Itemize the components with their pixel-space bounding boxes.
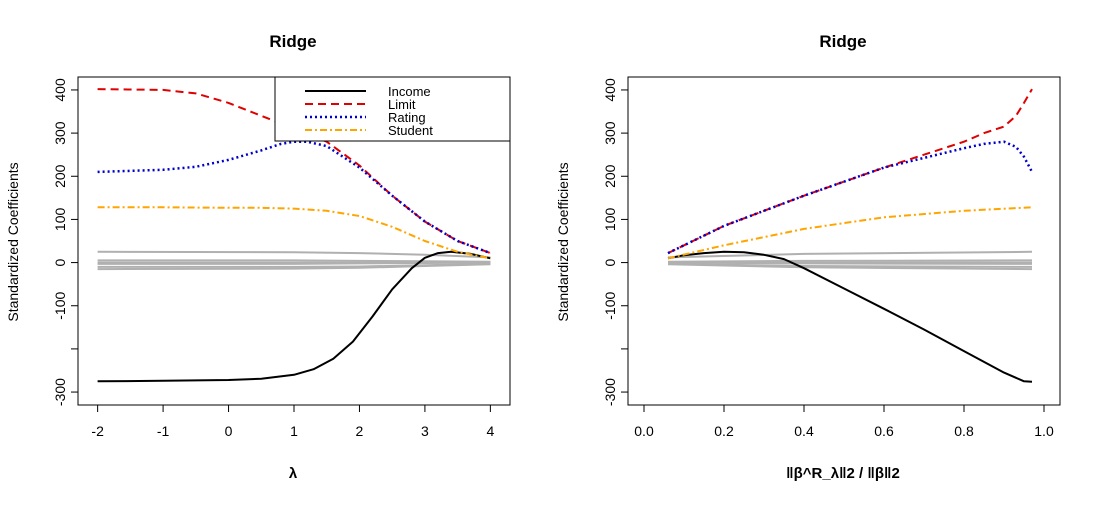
y-tick-label: 200	[52, 164, 68, 188]
other-coefficient-line	[97, 263, 491, 271]
series-line-income	[667, 250, 1033, 383]
right-ridge-panel: Ridge Standardized Coefficients ‖β^R_λ‖2…	[555, 32, 1061, 482]
x-tick-label: 0.0	[634, 423, 654, 439]
x-tick-label: 0.6	[874, 423, 894, 439]
x-tick-label: 1.0	[1034, 423, 1054, 439]
x-tick-label: 0	[225, 423, 233, 439]
left-series	[97, 88, 491, 383]
left-ridge-panel: Ridge Standardized Coefficients λ -2 -1 0 1…	[5, 32, 511, 482]
right-series	[667, 88, 1034, 383]
y-tick-label: -300	[52, 378, 68, 406]
series-line-student	[667, 206, 1033, 260]
x-tick-label: 1	[290, 423, 298, 439]
series-line-income	[97, 250, 491, 383]
x-tick-label: 0.4	[794, 423, 814, 439]
y-tick-label: -300	[602, 378, 618, 406]
series-line-limit	[97, 88, 491, 255]
y-tick-label: 300	[52, 121, 68, 145]
right-y-axis-label: Standardized Coefficients	[555, 162, 571, 321]
right-y-ticks: -300 -100 0 100 200 300 400	[602, 78, 628, 406]
series-line-rating	[667, 140, 1034, 255]
right-other-coefficients	[667, 250, 1033, 271]
y-tick-label: 200	[602, 164, 618, 188]
x-tick-label: 3	[421, 423, 429, 439]
legend-label-income: Income	[388, 84, 431, 99]
right-x-axis-label: ‖β^R_λ‖2 / ‖β‖2	[786, 465, 900, 482]
x-tick-label: 0.2	[714, 423, 734, 439]
other-coefficient-line	[97, 261, 491, 265]
right-x-ticks: 0.0 0.2 0.4 0.6 0.8 1.0	[634, 405, 1054, 439]
series-line-limit	[667, 88, 1033, 254]
left-x-ticks: -2 -1 0 1 2 3 4	[91, 405, 494, 439]
y-tick-label: 0	[602, 258, 618, 266]
x-tick-label: 2	[356, 423, 364, 439]
x-tick-label: -2	[91, 423, 104, 439]
y-tick-label: 100	[602, 208, 618, 232]
x-tick-label: 0.8	[954, 423, 974, 439]
y-tick-label: -100	[602, 292, 618, 320]
series-line-student	[97, 206, 491, 260]
y-tick-label: 100	[52, 208, 68, 232]
other-coefficient-line	[97, 250, 491, 259]
left-x-axis-label: λ	[289, 465, 298, 482]
legend-label-rating: Rating	[388, 110, 426, 125]
x-tick-label: 4	[486, 423, 494, 439]
legend-label-student: Student	[388, 123, 433, 138]
left-other-coefficients	[97, 250, 491, 271]
y-tick-label: 400	[602, 78, 618, 102]
y-tick-label: -100	[52, 292, 68, 320]
legend-label-limit: Limit	[388, 97, 416, 112]
x-tick-label: -1	[157, 423, 170, 439]
other-coefficient-line	[667, 250, 1033, 259]
other-coefficient-line	[667, 261, 1033, 265]
y-tick-label: 400	[52, 78, 68, 102]
y-tick-label: 0	[52, 258, 68, 266]
series-line-rating	[97, 140, 491, 255]
left-y-ticks: -300 -100 0 100 200 300 400	[52, 78, 78, 406]
legend-box	[274, 76, 511, 142]
left-chart-title: Ridge	[269, 32, 316, 51]
y-tick-label: 300	[602, 121, 618, 145]
right-plot-frame	[627, 76, 1061, 406]
right-chart-title: Ridge	[819, 32, 866, 51]
left-y-axis-label: Standardized Coefficients	[5, 162, 21, 321]
legend: Income Limit Rating Student	[274, 76, 511, 142]
